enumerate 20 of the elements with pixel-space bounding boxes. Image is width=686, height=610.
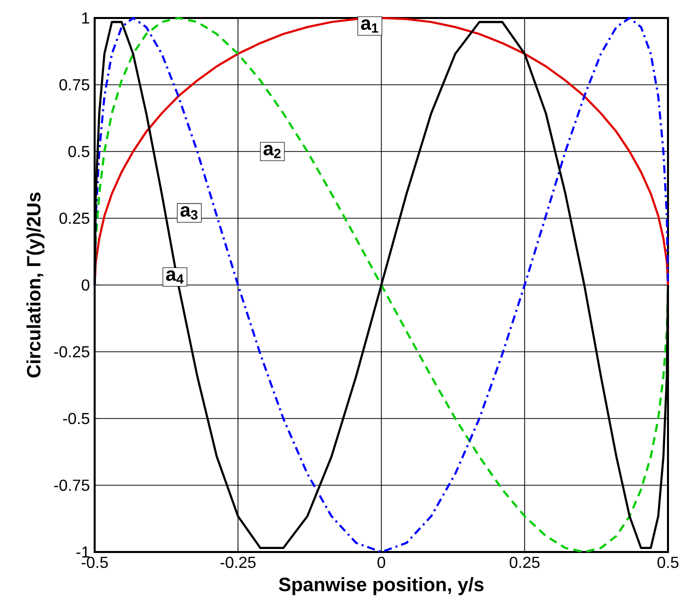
x-tick-label: 0 bbox=[378, 556, 386, 568]
x-tick-label: 0.25 bbox=[510, 556, 540, 568]
y-tick-label: -0.25 bbox=[54, 346, 90, 358]
y-tick-label: 0 bbox=[82, 279, 90, 291]
x-tick-label: 0.5 bbox=[657, 556, 678, 568]
x-tick-label: -0.25 bbox=[220, 556, 256, 568]
y-tick-label: -1 bbox=[76, 546, 90, 558]
annotation: a$_{2}$ bbox=[264, 144, 281, 158]
y-tick-label: 0.5 bbox=[68, 146, 90, 158]
y-tick-label: 1 bbox=[82, 12, 90, 24]
y-tick-label: 0.75 bbox=[59, 79, 90, 90]
y-tick-label: -0.75 bbox=[54, 480, 90, 491]
annotation: a$_{3}$ bbox=[180, 206, 198, 220]
annotation: a$_{1}$ bbox=[361, 19, 378, 33]
annotation: a$_{4}$ bbox=[166, 270, 184, 284]
x-axis-title: Spanwise position, y/s bbox=[278, 577, 484, 596]
y-tick-label: 0.25 bbox=[59, 212, 90, 224]
y-axis-title: Circulation, Γ(y)/2Us bbox=[26, 192, 44, 378]
line-series bbox=[94, 16, 670, 286]
y-tick-label: -0.5 bbox=[63, 412, 90, 424]
